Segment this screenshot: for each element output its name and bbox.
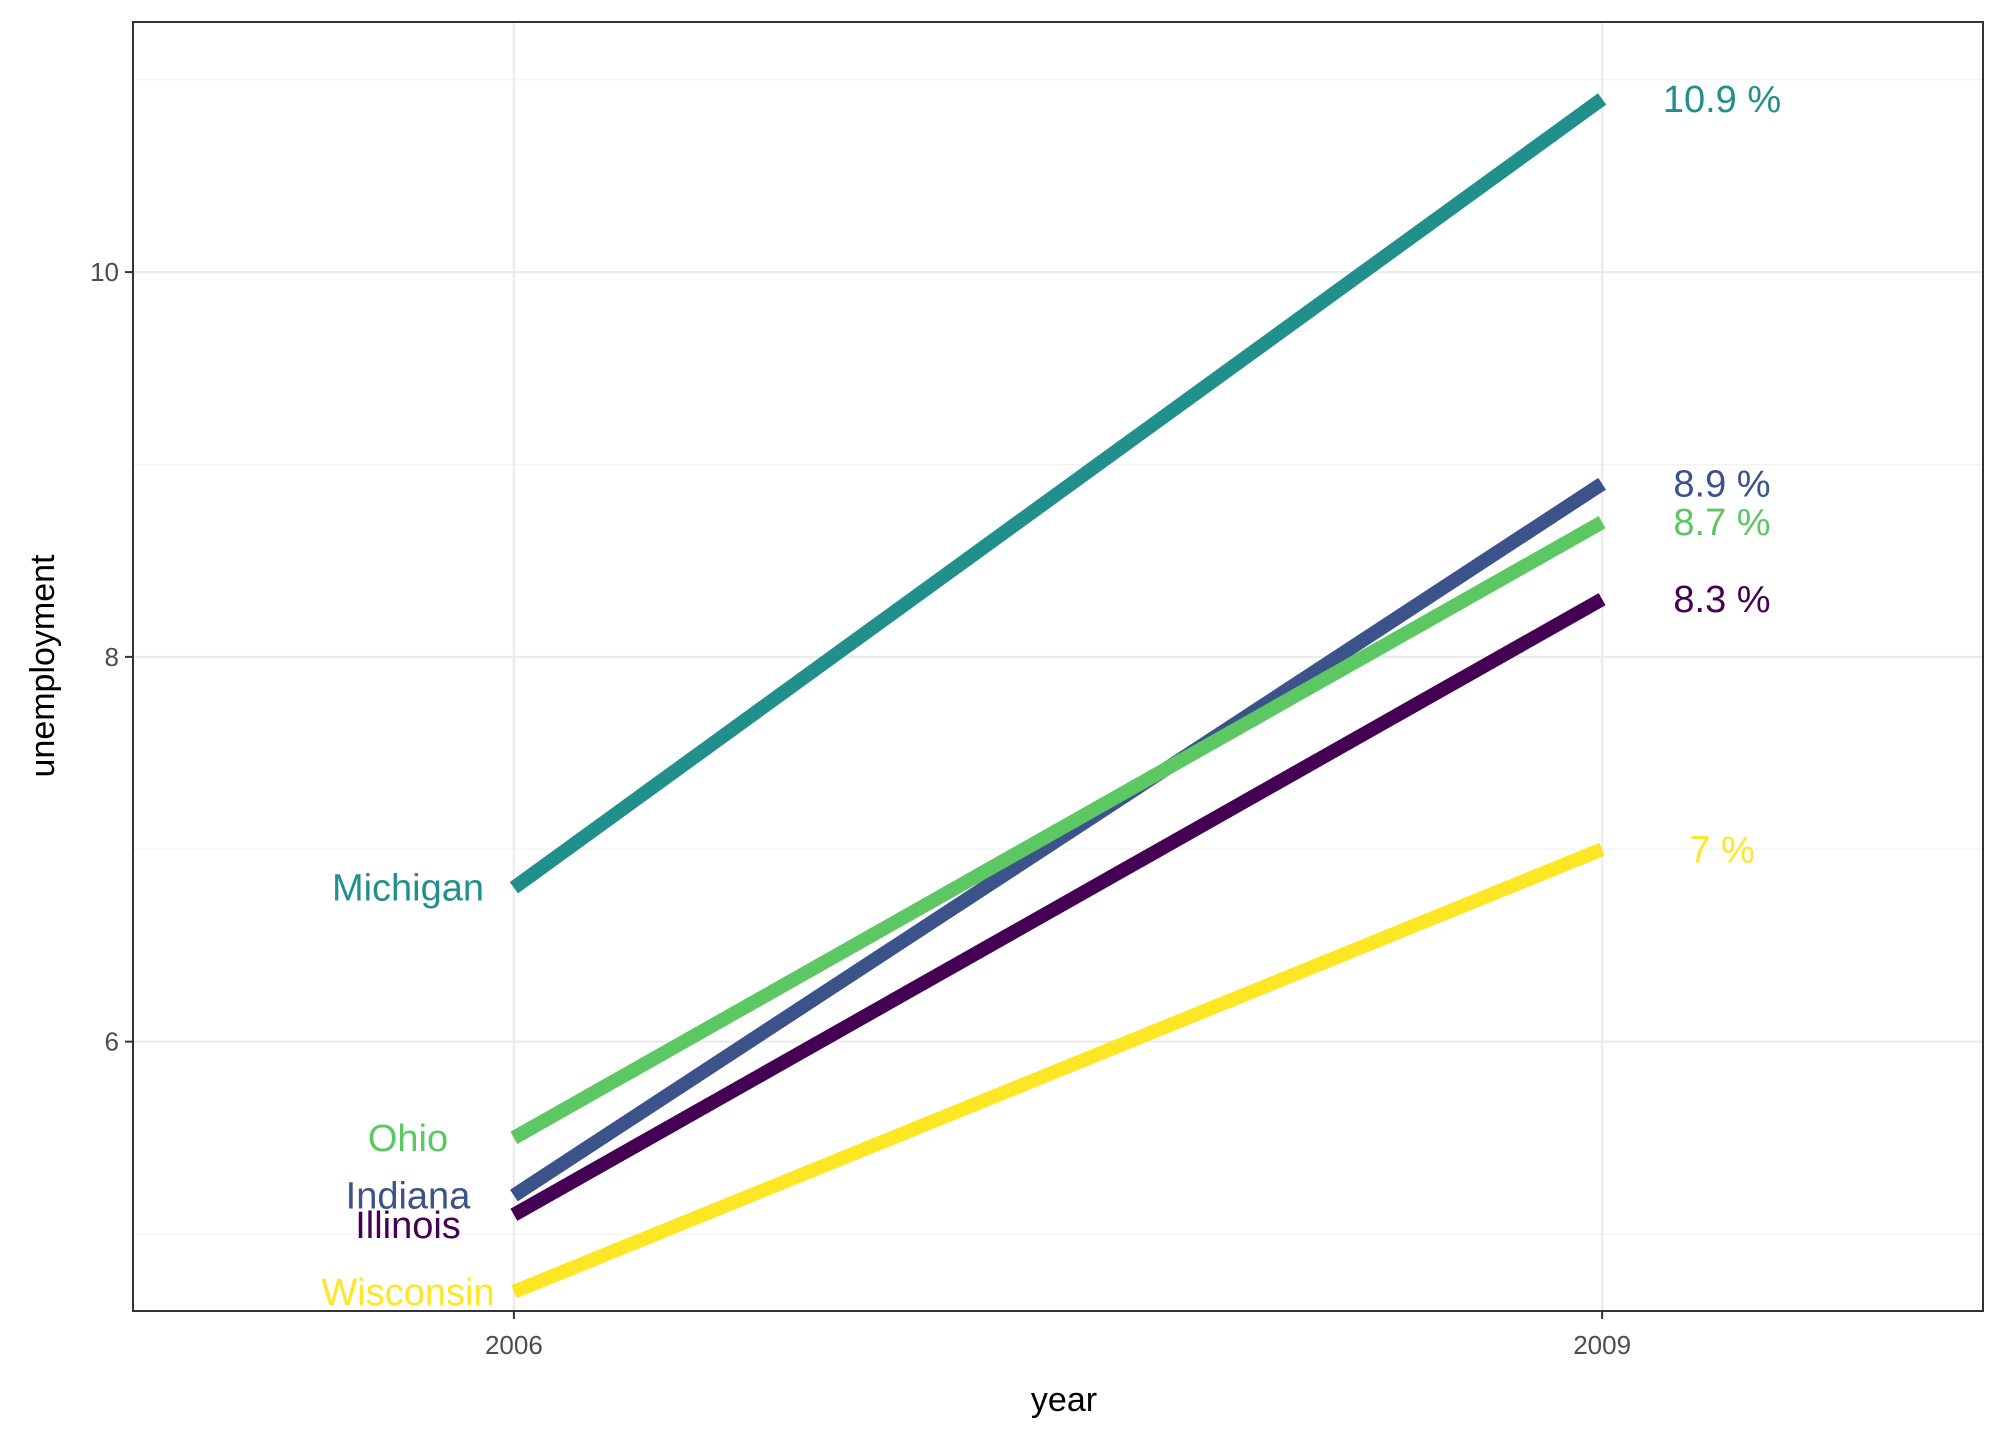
x-axis-title: year: [1031, 1381, 1097, 1419]
y-tick-label: 8: [105, 642, 119, 672]
x-tick-label: 2009: [1573, 1330, 1631, 1360]
end-label-ohio: 8.7 %: [1673, 502, 1770, 544]
x-tick-label: 2006: [485, 1330, 543, 1360]
start-label-indiana: Indiana: [346, 1176, 472, 1218]
start-label-wisconsin: Wisconsin: [321, 1272, 494, 1314]
plot-border: [132, 21, 1984, 1312]
series-line-indiana: [510, 477, 1606, 1202]
y-tick-label: 6: [105, 1027, 119, 1057]
end-label-illinois: 8.3 %: [1673, 579, 1770, 621]
series-start-labels: Michigan Indiana Ohio Illinois Wisconsin: [321, 868, 494, 1314]
series-line-ohio: [510, 516, 1606, 1144]
y-tick-label: 10: [90, 257, 119, 287]
end-label-michigan: 10.9 %: [1663, 79, 1781, 121]
y-axis-title: unemployment: [24, 554, 62, 778]
start-label-ohio: Ohio: [368, 1118, 448, 1160]
series-end-labels: 10.9 % 8.9 %8.7 % 8.3 % 7 %: [1663, 79, 1781, 871]
end-label-wisconsin: 7 %: [1689, 829, 1754, 871]
series-line-michigan: [509, 93, 1607, 894]
plot-background: [133, 22, 1983, 1311]
end-label-indiana: 8.9 %: [1673, 464, 1770, 506]
series-lines: [509, 93, 1607, 1299]
grid: [133, 22, 1983, 1311]
axes: 6 8 10 2006 2009: [90, 257, 1631, 1360]
start-label-illinois: Illinois: [355, 1205, 461, 1247]
series-line-illinois: [510, 593, 1606, 1221]
series-line-wisconsin: [511, 842, 1605, 1299]
start-label-michigan: Michigan: [332, 868, 484, 910]
